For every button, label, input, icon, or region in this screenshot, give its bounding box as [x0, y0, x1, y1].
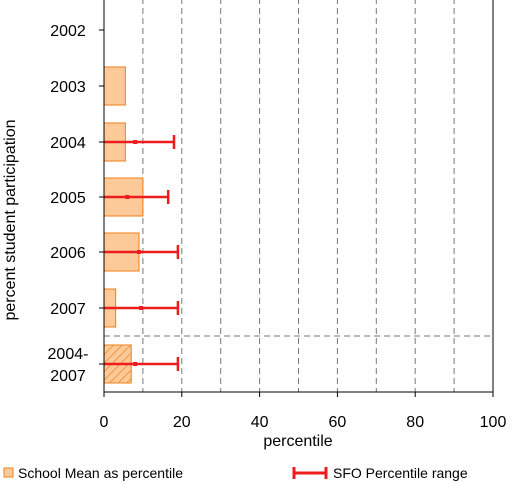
category-label-2003: 2003 — [50, 79, 86, 96]
x-tick-label-40: 40 — [251, 414, 269, 431]
legend-swatch-school-mean — [3, 467, 14, 478]
x-tick-label-20: 20 — [173, 414, 191, 431]
x-tick-label-60: 60 — [329, 414, 347, 431]
category-label-2004: 2004 — [50, 135, 86, 152]
plot-area-frame — [103, 0, 494, 393]
ranges-layer — [104, 135, 180, 371]
grid-layer — [104, 0, 493, 392]
category-label-2007: 2007 — [50, 301, 86, 318]
range-mid-2007 — [138, 306, 143, 310]
category-labels: 2002 2003 2004 2005 2006 2007 2004-2007 — [48, 23, 104, 385]
legend-label-sfo-range: SFO Percentile range — [333, 465, 468, 481]
category-label-2004-2007: 2004-2007 — [48, 346, 89, 385]
x-axis-title: percentile — [263, 433, 332, 450]
x-tick-label-0: 0 — [100, 414, 109, 431]
ticks-layer: 0 20 40 60 80 100 — [100, 392, 507, 431]
range-mid-2004-2007 — [133, 362, 138, 366]
range-mid-2004 — [133, 140, 138, 144]
x-tick-label-80: 80 — [406, 414, 424, 431]
category-label-2005: 2005 — [50, 190, 86, 207]
y-axis-title: percent student participation — [2, 119, 19, 320]
x-tick-label-100: 100 — [480, 414, 507, 431]
range-mid-2006 — [137, 250, 142, 254]
category-label-2006: 2006 — [50, 245, 86, 262]
legend: School Mean as percentile SFO Percentile… — [3, 465, 468, 481]
legend-swatch-sfo-range — [292, 467, 328, 479]
bar-2003 — [103, 66, 126, 106]
range-mid-2005 — [125, 195, 130, 199]
legend-label-school-mean: School Mean as percentile — [18, 465, 183, 481]
category-label-2002: 2002 — [50, 23, 86, 40]
